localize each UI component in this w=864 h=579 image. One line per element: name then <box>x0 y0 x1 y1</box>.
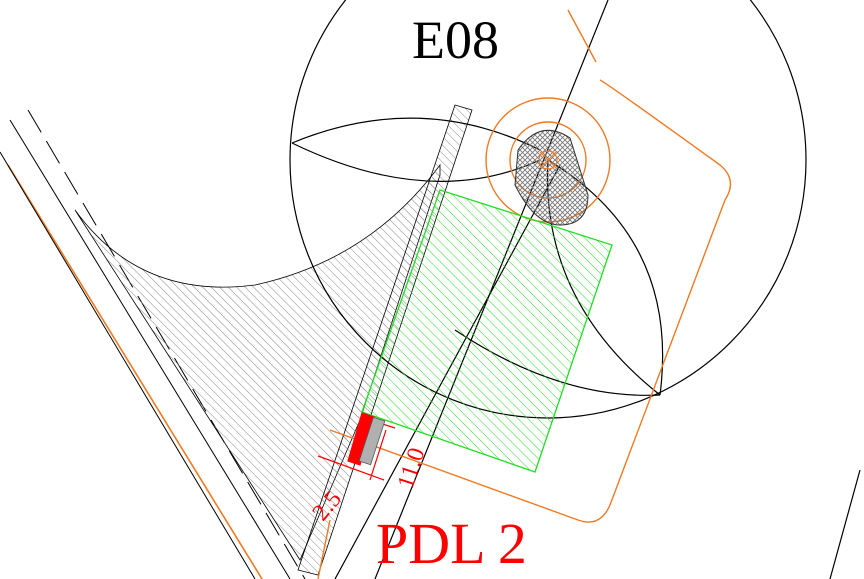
zone-label: PDL 2 <box>376 511 527 576</box>
hatched-fill-area <box>74 163 441 561</box>
pole-cross <box>539 151 557 169</box>
green-hatched-zone <box>361 189 613 473</box>
station-label: E08 <box>412 10 499 70</box>
dimension-long-label: 11.0 <box>393 445 430 492</box>
orange-outline <box>317 9 732 579</box>
red-element <box>347 412 375 466</box>
pole-base <box>514 129 589 226</box>
road-edge-second <box>0 151 256 579</box>
gray-block <box>358 416 386 466</box>
pole-center <box>538 150 558 170</box>
road-edge-outer <box>9 119 291 579</box>
orange-road-line <box>7 164 263 579</box>
